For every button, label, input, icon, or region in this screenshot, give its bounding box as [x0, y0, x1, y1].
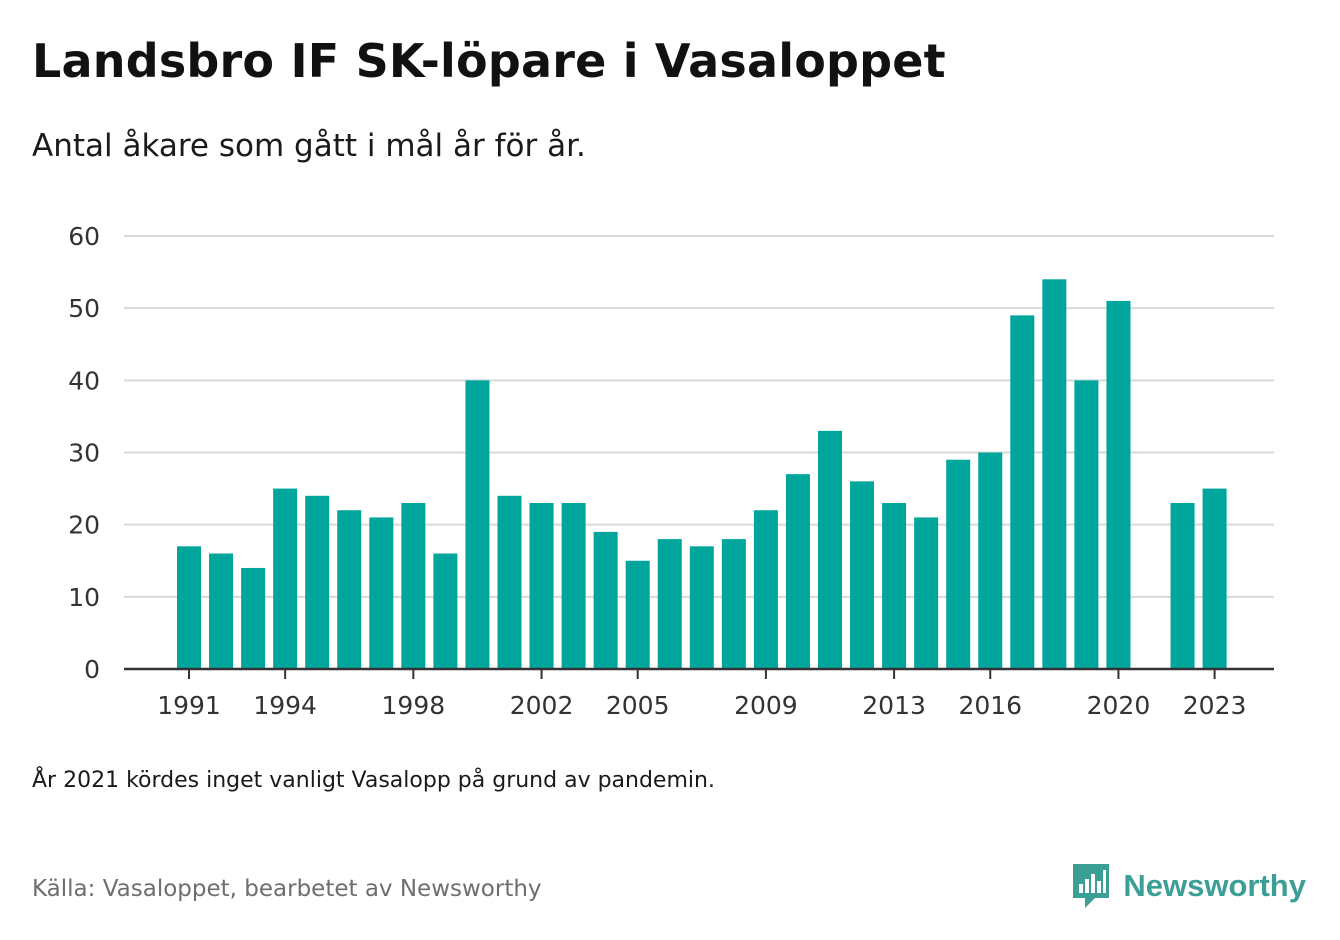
bar-2023: [1202, 488, 1227, 669]
bar-2004: [593, 531, 618, 669]
x-tick-label: 2005: [606, 691, 670, 720]
y-tick-label: 10: [68, 583, 100, 612]
bar-2006: [657, 539, 682, 669]
bars: [177, 279, 1227, 669]
bar-2016: [978, 452, 1003, 669]
bar-2015: [946, 459, 971, 669]
bar-2008: [721, 539, 746, 669]
x-tick-label: 2009: [734, 691, 798, 720]
bar-2007: [689, 546, 714, 669]
bar-1994: [273, 488, 298, 669]
x-tick-label: 1994: [253, 691, 317, 720]
bar-1991: [177, 546, 201, 669]
bar-2013: [882, 503, 907, 669]
bar-1993: [241, 567, 266, 669]
y-tick-label: 60: [68, 222, 100, 251]
bar-1996: [337, 510, 362, 669]
bar-2009: [753, 510, 778, 669]
bar-chart-speech-bubble-icon: [1073, 864, 1110, 908]
x-tick-label: 2002: [510, 691, 574, 720]
bar-2011: [818, 430, 842, 669]
x-tick-label: 2013: [862, 691, 926, 720]
bar-1999: [433, 553, 458, 669]
y-tick-label: 20: [68, 511, 100, 540]
bar-2020: [1106, 300, 1131, 669]
y-tick-label: 30: [68, 439, 100, 468]
x-tick-label: 2016: [958, 691, 1022, 720]
brand-logo[interactable]: Newsworthy: [1071, 862, 1306, 910]
chart-title: Landsbro IF SK-löpare i Vasaloppet: [32, 34, 946, 88]
x-tick-label: 1998: [382, 691, 446, 720]
bar-2018: [1042, 279, 1067, 669]
bar-2003: [561, 503, 586, 669]
bar-chart: 0 10 20 30 40 50 60 1991 1994 1998 2002 2005 2009 201…: [68, 222, 1274, 720]
chart-note: År 2021 kördes inget vanligt Vasalopp på…: [32, 768, 715, 793]
bar-2022: [1170, 503, 1195, 669]
y-tick-label: 40: [68, 366, 100, 395]
bar-2014: [914, 517, 939, 669]
bar-2017: [1010, 315, 1035, 669]
bar-1992: [209, 553, 234, 669]
bar-1997: [369, 517, 394, 669]
chart-subtitle: Antal åkare som gått i mål år för år.: [32, 128, 586, 164]
bar-2012: [850, 481, 875, 669]
y-tick-label: 0: [84, 655, 100, 684]
x-tick-label: 2023: [1183, 691, 1247, 720]
bar-1995: [305, 495, 330, 669]
x-tick-label: 2020: [1087, 691, 1151, 720]
x-tick-label: 1991: [157, 691, 221, 720]
axes: 0 10 20 30 40 50 60 1991 1994 1998 2002 2005 2009 201…: [68, 222, 1274, 720]
source-text: Källa: Vasaloppet, bearbetet av Newswort…: [32, 876, 542, 902]
bar-2002: [529, 503, 554, 669]
bar-2001: [497, 495, 522, 669]
bar-2000: [465, 380, 490, 669]
bar-2005: [625, 560, 650, 669]
y-tick-label: 50: [68, 294, 100, 323]
bar-2010: [785, 474, 810, 669]
brand-name: Newsworthy: [1123, 868, 1306, 903]
bar-1998: [401, 503, 426, 669]
bar-2019: [1074, 380, 1099, 669]
